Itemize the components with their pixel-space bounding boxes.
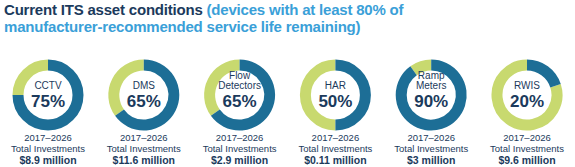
donut: [114, 65, 174, 125]
donut: [210, 65, 270, 125]
investment: $11.6 million: [113, 154, 175, 166]
investment: $0.11 million: [304, 154, 366, 166]
value-arc: [215, 65, 269, 125]
category-label: RWIS: [514, 80, 540, 91]
investment-title: Total Investments: [490, 143, 564, 154]
donut: [18, 65, 78, 125]
investment-title: Total Investments: [203, 143, 277, 154]
data-label: 75%: [31, 92, 65, 111]
investment-title: Total Investments: [298, 143, 372, 154]
data-label: 65%: [223, 92, 257, 111]
data-label: 50%: [318, 92, 352, 111]
category-label: CCTV: [34, 80, 62, 91]
value-arc: [18, 65, 78, 125]
category-label: DMS: [133, 80, 156, 91]
period: 2017–2026: [407, 132, 455, 143]
donut: [401, 65, 461, 125]
period: 2017–2026: [216, 132, 264, 143]
category-label: FlowDetectors: [218, 70, 261, 91]
category-label: HAR: [325, 80, 346, 91]
investment: $3 million: [407, 154, 455, 166]
data-label: 20%: [510, 92, 544, 111]
period: 2017–2026: [312, 132, 360, 143]
investment-title: Total Investments: [394, 143, 468, 154]
header: Current ITS asset conditions (devices wi…: [4, 1, 474, 35]
remainder-arc: [497, 65, 557, 125]
value-arc: [401, 65, 461, 125]
title: Current ITS asset conditions: [4, 1, 203, 18]
investment: $9.6 million: [498, 154, 555, 166]
chart: CCTV75%2017–2026Total Investments$8.9 mi…: [0, 0, 575, 167]
period: 2017–2026: [120, 132, 168, 143]
period: 2017–2026: [503, 132, 551, 143]
investment: $2.9 million: [211, 154, 268, 166]
investment-title: Total Investments: [107, 143, 181, 154]
category-label: RampMeters: [416, 70, 447, 91]
period: 2017–2026: [24, 132, 72, 143]
donut: [497, 65, 557, 125]
investment-title: Total Investments: [11, 143, 85, 154]
donut: [305, 65, 365, 125]
value-arc: [120, 65, 174, 125]
investment: $8.9 million: [19, 154, 76, 166]
data-label: 90%: [414, 92, 448, 111]
data-label: 65%: [127, 92, 161, 111]
